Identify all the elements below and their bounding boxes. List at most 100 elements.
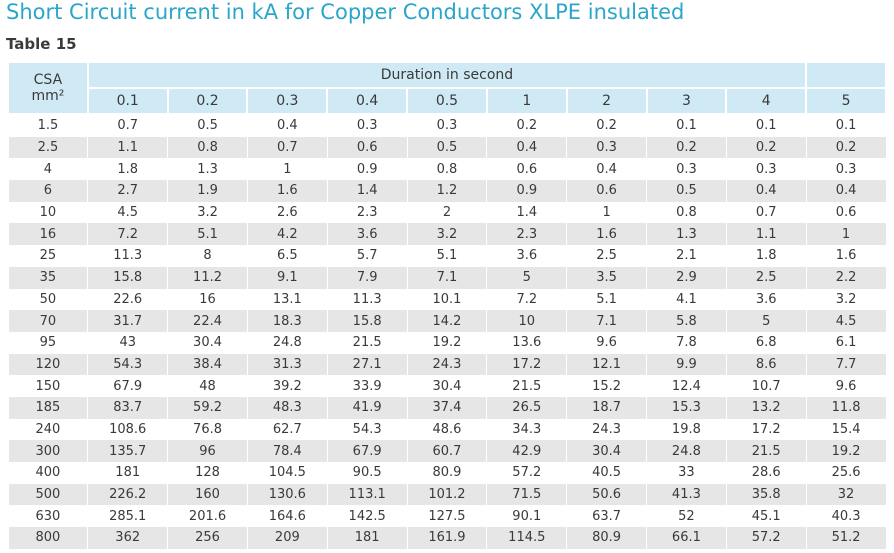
current-cell: 0.3 [326, 114, 408, 137]
current-cell: 4.2 [246, 223, 328, 246]
current-cell: 1.4 [326, 180, 408, 202]
current-cell: 0.8 [167, 136, 248, 159]
current-cell: 41.3 [646, 483, 727, 506]
current-cell: 2.5 [566, 245, 647, 267]
current-cell: 0.4 [805, 180, 887, 202]
current-cell: 181 [326, 527, 408, 549]
current-cell: 22.6 [87, 288, 169, 311]
current-cell: 2.2 [805, 266, 887, 289]
current-cell: 17.2 [486, 353, 568, 376]
current-cell: 24.8 [246, 331, 328, 354]
current-cell: 6.5 [246, 245, 328, 267]
current-cell: 3.2 [406, 223, 488, 246]
current-cell: 5.1 [406, 245, 488, 267]
current-cell: 48 [167, 375, 248, 397]
table-row: 25 11.3 8 6.5 5.7 5.1 3.6 2.5 2.1 1.8 1.6 [7, 245, 887, 267]
table-row: 70 31.7 22.4 18.3 15.8 14.2 10 7.1 5.8 5 4.5 [7, 310, 887, 332]
current-cell: 9.9 [646, 353, 727, 376]
duration-cell: 2 [565, 87, 648, 115]
current-cell: 3.2 [167, 201, 248, 224]
current-cell: 24.3 [566, 418, 647, 441]
current-cell: 0.1 [805, 114, 887, 137]
table-row: 6 2.7 1.9 1.6 1.4 1.2 0.9 0.6 0.5 0.4 0.4 [7, 180, 887, 202]
current-cell: 0.6 [486, 158, 568, 181]
current-cell: 0.7 [87, 114, 169, 137]
current-cell: 52 [646, 505, 727, 528]
current-cell: 181 [87, 462, 169, 484]
csa-cell: 150 [7, 375, 89, 397]
current-cell: 8.6 [725, 353, 807, 376]
current-cell: 54.3 [326, 418, 408, 441]
current-cell: 5.1 [566, 288, 647, 311]
current-cell: 5 [486, 266, 568, 289]
current-cell: 24.3 [406, 353, 488, 376]
duration-cell: 0.2 [166, 87, 249, 115]
current-cell: 76.8 [167, 418, 248, 441]
current-cell: 67.9 [326, 440, 408, 462]
current-cell: 22.4 [167, 310, 248, 332]
current-cell: 256 [167, 527, 248, 549]
current-cell: 48.6 [406, 418, 488, 441]
duration-cell: 3 [645, 87, 728, 115]
current-cell: 40.3 [805, 505, 887, 528]
table-body: 1.5 0.7 0.5 0.4 0.3 0.3 0.2 0.2 0.1 0.1 0.1 2.5 1.1 0… [7, 114, 887, 549]
title: Short Circuit current in kA for Copper C… [6, 0, 685, 24]
current-cell: 4.5 [87, 201, 169, 224]
current-cell: 127.5 [406, 505, 488, 528]
current-cell: 2.9 [646, 266, 727, 289]
current-cell: 37.4 [406, 396, 488, 419]
current-cell: 1.1 [87, 136, 169, 159]
current-cell: 10.7 [725, 375, 807, 397]
current-cell: 12.1 [566, 353, 647, 376]
current-cell: 0.9 [326, 158, 408, 181]
current-cell: 21.5 [486, 375, 568, 397]
current-cell: 21.5 [725, 440, 807, 462]
current-cell: 1 [566, 201, 647, 224]
current-cell: 57.2 [725, 527, 807, 549]
current-cell: 9.6 [566, 331, 647, 354]
current-cell: 33.9 [326, 375, 408, 397]
current-cell: 130.6 [246, 483, 328, 506]
csa-cell: 25 [7, 245, 89, 267]
current-cell: 0.5 [406, 136, 488, 159]
csa-cell: 185 [7, 396, 89, 419]
current-cell: 113.1 [326, 483, 408, 506]
current-cell: 40.5 [566, 462, 647, 484]
current-cell: 15.3 [646, 396, 727, 419]
current-cell: 30.4 [406, 375, 488, 397]
csa-cell: 10 [7, 201, 89, 224]
current-cell: 12.4 [646, 375, 727, 397]
current-cell: 28.6 [725, 462, 807, 484]
current-cell: 60.7 [406, 440, 488, 462]
current-cell: 0.6 [326, 136, 408, 159]
current-cell: 101.2 [406, 483, 488, 506]
duration-cell: 0.1 [86, 87, 169, 115]
current-cell: 59.2 [167, 396, 248, 419]
csa-cell: 2.5 [7, 136, 89, 159]
current-cell: 17.2 [725, 418, 807, 441]
current-cell: 67.9 [87, 375, 169, 397]
current-cell: 1.8 [87, 158, 169, 181]
table-row: 35 15.8 11.2 9.1 7.9 7.1 5 3.5 2.9 2.5 2.2 [7, 266, 887, 289]
csa-cell: 35 [7, 266, 89, 289]
current-cell: 1.9 [167, 180, 248, 202]
current-cell: 51.2 [805, 527, 887, 549]
table-row: 120 54.3 38.4 31.3 27.1 24.3 17.2 12.1 9.9 8.6 7.7 [7, 353, 887, 376]
current-cell: 13.2 [725, 396, 807, 419]
header-row: 0.1 0.2 0.3 0.4 0.5 1 2 3 4 5 [8, 87, 887, 115]
current-cell: 7.2 [486, 288, 568, 311]
current-cell: 3.5 [566, 266, 647, 289]
current-cell: 41.9 [326, 396, 408, 419]
current-cell: 18.3 [246, 310, 328, 332]
csa-cell: 70 [7, 310, 89, 332]
current-cell: 1 [805, 223, 887, 246]
current-cell: 201.6 [167, 505, 248, 528]
current-cell: 30.4 [566, 440, 647, 462]
current-cell: 34.3 [486, 418, 568, 441]
current-cell: 1.3 [646, 223, 727, 246]
duration-cell: 5 [805, 87, 887, 115]
current-cell: 2 [406, 201, 488, 224]
table-row: 400 181 128 104.5 90.5 80.9 57.2 40.5 33 28.6 25.6 [7, 462, 887, 484]
current-cell: 2.3 [326, 201, 408, 224]
current-cell: 33 [646, 462, 727, 484]
